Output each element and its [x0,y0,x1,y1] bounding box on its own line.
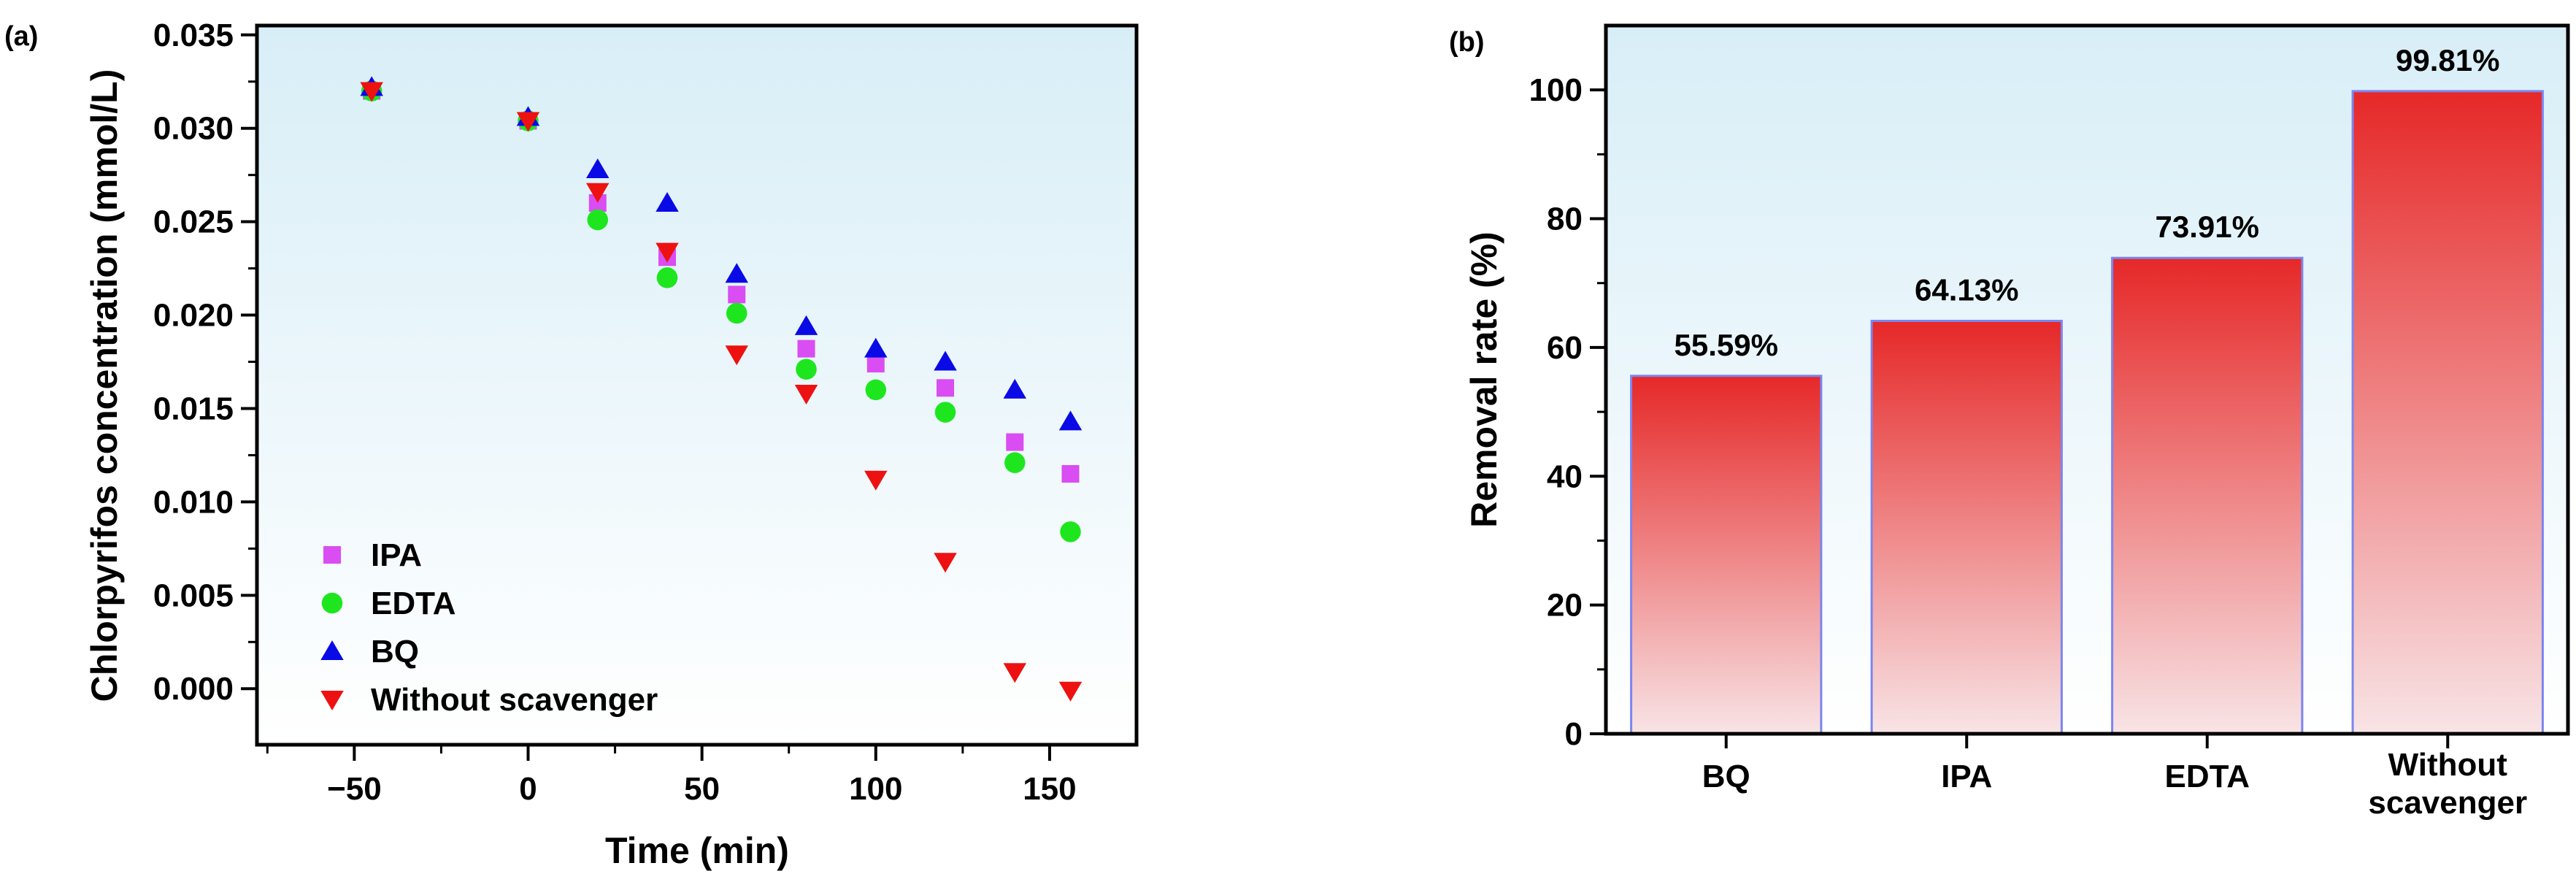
y-tick-label: 40 [1547,459,1583,494]
x-tick-label: 50 [684,771,720,807]
data-point-bq [725,263,749,283]
data-point-ipa [937,379,955,397]
data-point-edta [1060,521,1081,542]
data-point-without-scavenger [934,553,957,573]
data-point-edta [934,402,956,423]
panel-a-data-points [360,76,1083,702]
data-point-without-scavenger [586,183,610,203]
panel-b-frame [1604,23,2570,736]
data-point-edta [865,379,887,401]
legend-symbol-bq [320,640,344,660]
bar-value-label: 73.91% [2156,210,2259,244]
y-tick-label: 80 [1547,202,1583,237]
data-point-ipa [866,355,885,373]
data-point-ipa [1061,465,1080,483]
data-point-without-scavenger [516,112,540,132]
y-tick-label: 20 [1547,588,1583,624]
x-category-label: BQ [1702,759,1750,794]
data-point-ipa [1006,433,1024,451]
data-point-bq [934,350,957,371]
panel-a-plot-area [257,26,1137,745]
data-point-bq [655,192,679,212]
panel-b: (b) 0 20 40 60 80 100 55.59% 64.13% 73.91% 99.81… [1449,23,2570,821]
data-point-edta [1004,452,1026,473]
data-point-without-scavenger [655,242,679,263]
panel-a-frame [255,23,1139,747]
y-tick-label: 60 [1547,330,1583,366]
x-tick-label: 100 [849,771,902,807]
data-point-edta [726,302,747,324]
panel-a-legend: IPA EDTA BQ Without scavenger [320,537,658,718]
y-tick-label: 0.005 [153,578,234,613]
y-tick-label: 0.000 [153,671,234,707]
x-tick-label: 150 [1023,771,1076,807]
legend-symbol-edta [321,592,343,614]
panel-a-y-axis-title: Chlorpyrifos concentration (mmol/L) [84,69,125,702]
data-point-without-scavenger [360,82,383,102]
y-tick-label: 0.010 [153,484,234,520]
x-category-label: scavenger [2368,785,2527,821]
data-point-edta [796,358,817,380]
data-point-without-scavenger [1003,663,1027,683]
x-category-label: EDTA [2164,759,2250,794]
bar-value-label: 99.81% [2396,43,2499,77]
data-point-edta [656,267,678,288]
x-category-label: IPA [1941,759,1992,794]
bar [2351,90,2544,735]
panel-a: (a) −50 0 50 100 150 0.000 0.005 0.010 0.015 0.02… [4,18,1139,871]
y-tick-label: 0.020 [153,298,234,334]
panel-b-y-axis-title: Removal rate (%) [1464,231,1504,528]
data-point-ipa [728,285,746,304]
data-point-bq [794,315,818,335]
y-tick-label: 0.035 [153,18,234,53]
data-point-bq [1003,378,1027,399]
bar [2111,256,2304,735]
panel-a-label: (a) [4,21,38,52]
data-point-edta [587,209,609,231]
data-point-bq [586,158,610,178]
y-tick-label: 0.030 [153,111,234,147]
y-tick-label: 0.015 [153,391,234,426]
data-point-ipa [797,340,815,358]
bar [1870,319,2063,735]
legend-symbol-without-scavenger [320,691,344,710]
legend-label: BQ [371,634,419,670]
x-tick-label: 0 [519,771,537,807]
panel-a-x-axis-title: Time (min) [605,830,789,871]
legend-label: Without scavenger [371,682,658,718]
bar-value-label: 55.59% [1675,328,1778,362]
bar [1630,375,1823,735]
data-point-without-scavenger [725,345,749,366]
data-point-bq [864,337,888,358]
data-point-without-scavenger [1058,681,1083,702]
y-tick-label: 0 [1565,716,1583,752]
data-point-without-scavenger [864,470,888,491]
legend-symbol-ipa [323,546,341,564]
data-point-bq [1058,410,1083,431]
panel-b-label: (b) [1449,27,1485,58]
legend-label: EDTA [371,586,456,621]
x-category-label: Without [2388,747,2508,783]
legend-label: IPA [371,537,422,573]
panel-b-bars: 55.59% 64.13% 73.91% 99.81% [1630,43,2544,735]
y-tick-label: 0.025 [153,204,234,240]
data-point-without-scavenger [794,385,818,405]
x-tick-label: −50 [327,771,382,807]
bar-value-label: 64.13% [1915,272,2018,307]
y-tick-label: 100 [1529,72,1583,108]
